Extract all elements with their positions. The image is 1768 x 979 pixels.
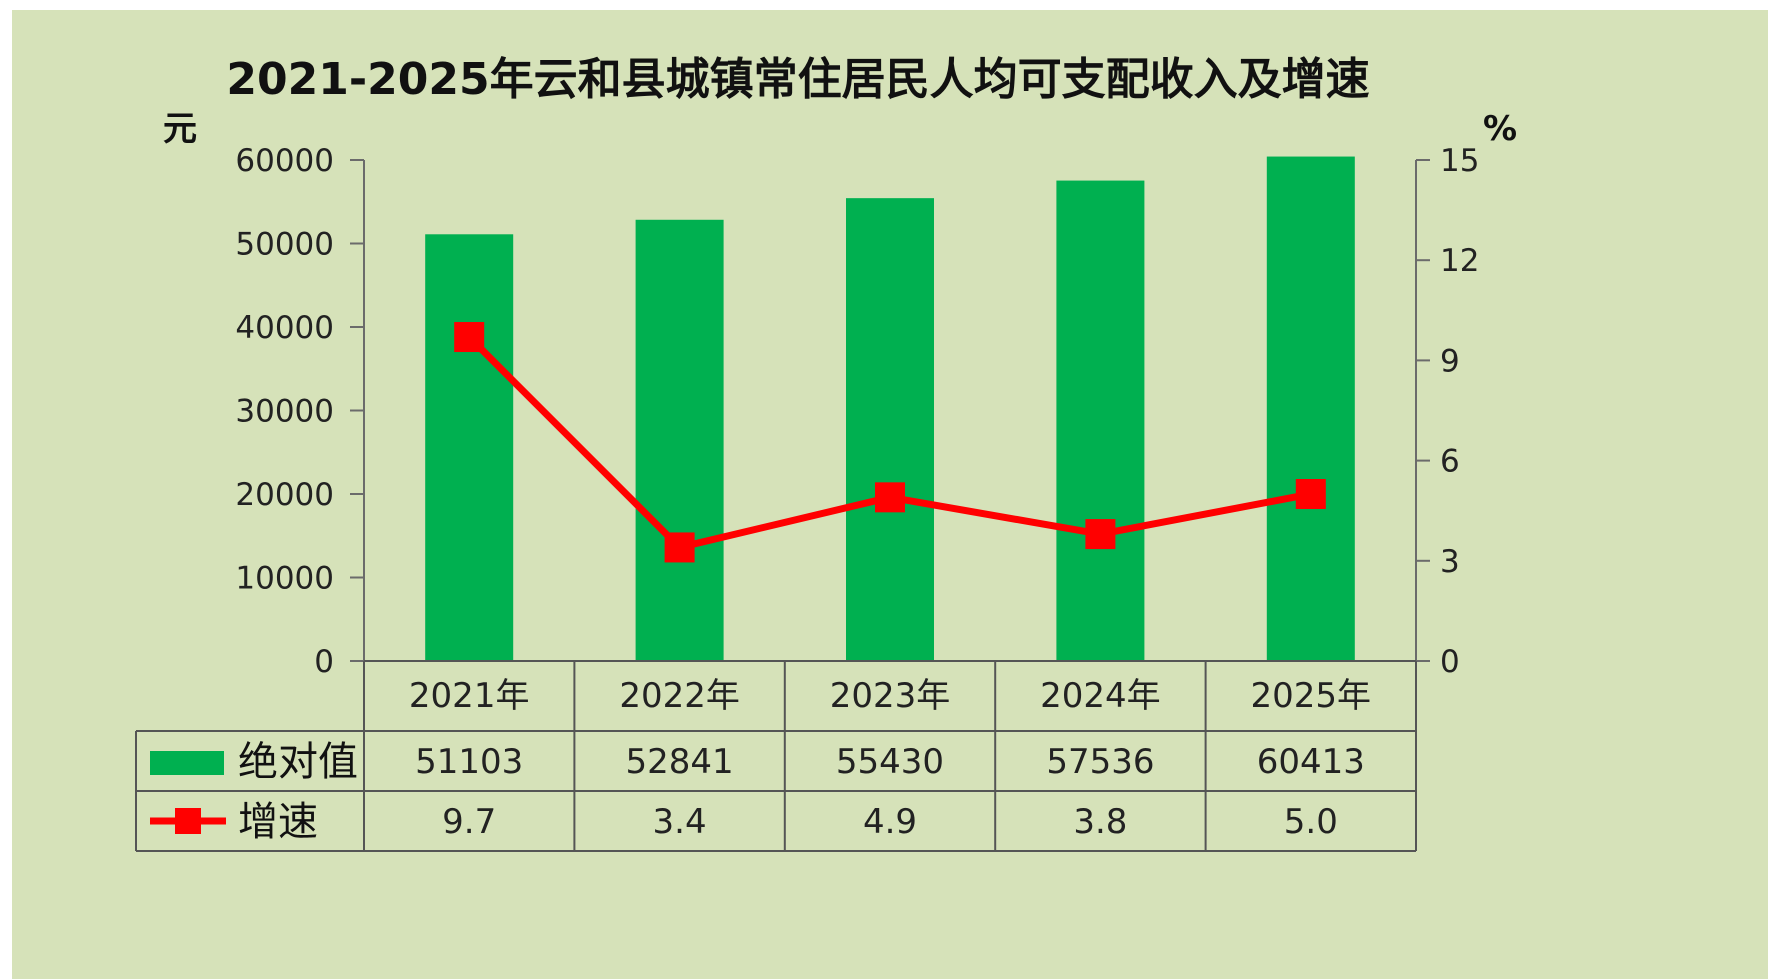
right-tick-label: 15 [1440,143,1479,179]
category-label: 2023年 [830,676,951,716]
bar-value-cell: 57536 [1046,742,1154,782]
right-tick-label: 9 [1440,343,1460,379]
growth-value-cell: 3.4 [653,802,707,842]
right-axis-unit: % [1483,109,1517,149]
bar-2021年 [425,234,514,661]
left-tick-label: 0 [314,644,334,680]
growth-value-cell: 5.0 [1284,802,1338,842]
bar-2023年 [846,198,934,662]
bar-value-cell: 51103 [415,742,523,782]
growth-marker-2022年 [664,532,695,563]
right-tick-label: 0 [1440,644,1460,680]
left-tick-label: 50000 [235,227,334,263]
bar-2024年 [1056,180,1145,661]
growth-marker-2024年 [1085,519,1116,550]
left-axis-unit: 元 [163,109,197,149]
growth-marker-2021年 [454,322,485,353]
bar-value-cell: 55430 [836,742,944,782]
left-tick-label: 30000 [235,394,334,430]
growth-marker-2023年 [875,482,905,513]
left-tick-label: 40000 [235,310,334,346]
bar-2022年 [635,219,724,661]
category-label: 2021年 [409,676,530,716]
growth-value-cell: 9.7 [442,802,496,842]
category-label: 2022年 [619,676,740,716]
right-tick-label: 12 [1440,243,1479,279]
legend-bar-swatch [150,751,224,775]
right-tick-label: 6 [1440,444,1460,480]
chart: 2021-2025年云和县城镇常住居民人均可支配收入及增速 元 % 0 10000… [135,54,1517,852]
legend-line-marker [175,808,201,834]
left-tick-label: 20000 [235,477,334,513]
chart-frame: 2021-2025年云和县城镇常住居民人均可支配收入及增速 元 % 0 10000… [12,10,1768,979]
legend-bar-label: 绝对值 [238,739,358,785]
growth-value-cell: 4.9 [863,802,917,842]
category-label: 2024年 [1040,676,1161,716]
left-tick-label: 60000 [235,143,334,179]
growth-marker-2025年 [1295,479,1326,509]
bar-2025年 [1266,156,1355,661]
legend-line-label: 增速 [238,799,318,845]
right-tick-label: 3 [1440,544,1460,580]
growth-value-cell: 3.8 [1073,802,1127,842]
bar-value-cell: 52841 [626,742,734,782]
category-label: 2025年 [1251,676,1372,716]
chart-title: 2021-2025年云和县城镇常住居民人均可支配收入及增速 [226,54,1369,105]
left-tick-label: 10000 [235,561,334,597]
bar-value-cell: 60413 [1257,742,1365,782]
